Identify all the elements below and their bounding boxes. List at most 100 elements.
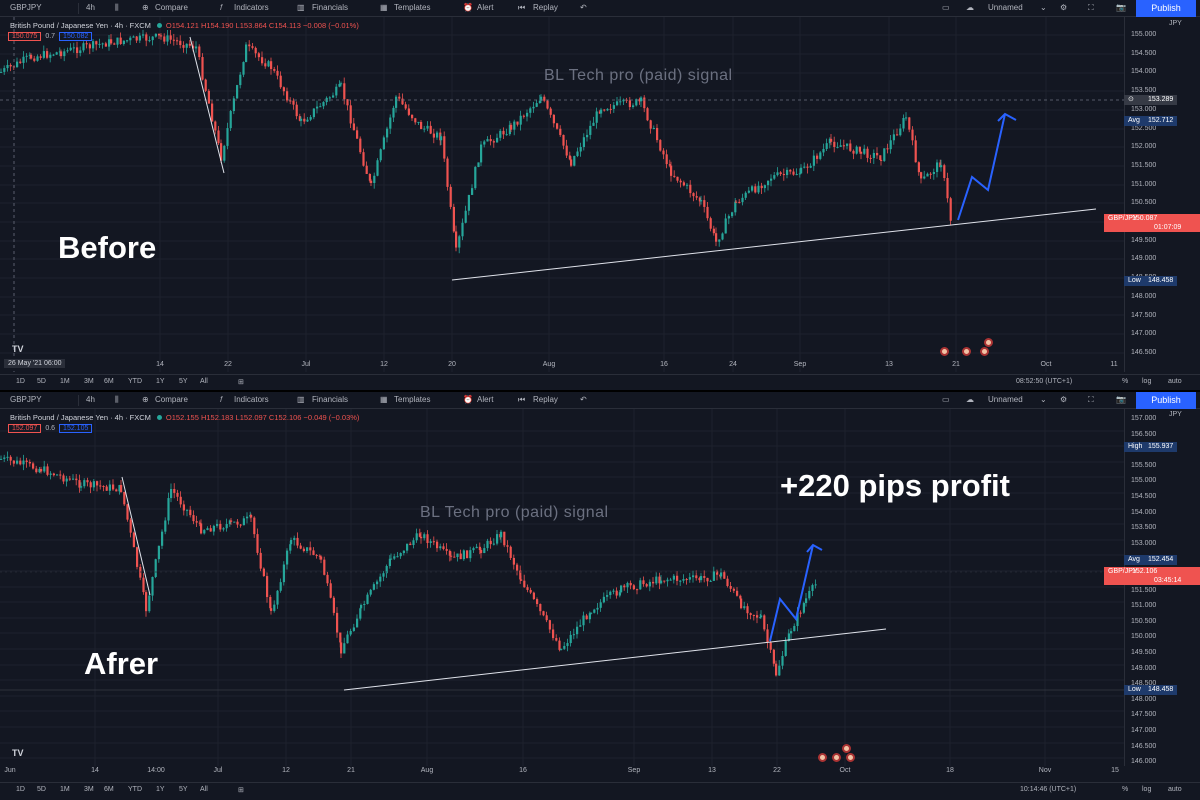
publish-button[interactable]: Publish (1136, 0, 1196, 17)
interval-button[interactable]: 4h (86, 3, 95, 12)
earnings-event-icon[interactable] (984, 338, 993, 347)
fullscreen-icon[interactable]: ▭ (942, 395, 950, 404)
candle-body (483, 141, 486, 145)
earnings-event-icon[interactable] (818, 753, 827, 762)
log-scale-toggle[interactable]: log (1142, 786, 1152, 793)
price-axis[interactable]: JPY 155.000 154.500 154.000 153.500 153.000 1… (1124, 17, 1200, 372)
candle-body (200, 523, 203, 534)
buy-button[interactable]: 150.082 (59, 32, 93, 41)
range-button-1d[interactable]: 1D (16, 786, 25, 793)
buy-button[interactable]: 152.105 (59, 424, 93, 433)
earnings-event-icon[interactable] (940, 347, 949, 356)
layout-menu-icon[interactable]: ⌄ (1040, 3, 1047, 12)
templates-button[interactable]: Templates (394, 395, 431, 404)
price-chart-after[interactable] (0, 409, 1124, 766)
range-button-6m[interactable]: 6M (104, 786, 114, 793)
publish-button[interactable]: Publish (1136, 392, 1196, 409)
clock[interactable]: 10:14:46 (UTC+1) (1020, 786, 1077, 793)
go-to-date-icon[interactable]: ⊞ (238, 379, 244, 386)
undo-icon[interactable]: ↶ (580, 3, 587, 12)
earnings-event-icon[interactable] (832, 753, 841, 762)
range-button-1y[interactable]: 1Y (156, 786, 165, 793)
settings-gear-icon[interactable]: ⚙ (1060, 395, 1068, 404)
layout-name[interactable]: Unnamed (988, 3, 1023, 12)
symbol-name[interactable]: British Pound / Japanese Yen · 4h · FXCM (10, 21, 151, 30)
alert-button[interactable]: Alert (477, 395, 494, 404)
time-tick: 20 (448, 361, 456, 368)
replay-button[interactable]: Replay (533, 3, 558, 12)
earnings-event-icon[interactable] (962, 347, 971, 356)
earnings-event-icon[interactable] (842, 744, 851, 753)
candle-body (766, 629, 769, 643)
range-button-all[interactable]: All (200, 786, 208, 793)
candle-body (35, 468, 38, 473)
candle-body (628, 100, 631, 108)
symbol-search[interactable]: GBPJPY (10, 3, 42, 12)
range-button-3m[interactable]: 3M (84, 786, 94, 793)
candle-body (505, 134, 508, 136)
fullscreen-icon[interactable]: ⛶ (1088, 395, 1094, 404)
settings-gear-icon[interactable]: ⚙ (1060, 3, 1068, 12)
candle-body (929, 173, 932, 175)
clock[interactable]: 08:52:50 (UTC+1) (1016, 378, 1073, 385)
cloud-icon[interactable]: ☁ (966, 3, 974, 12)
candle-body (724, 218, 727, 234)
indicators-button[interactable]: Indicators (234, 395, 269, 404)
candle-body (436, 541, 439, 549)
earnings-event-icon[interactable] (846, 753, 855, 762)
undo-icon[interactable]: ↶ (580, 395, 587, 404)
cloud-icon[interactable]: ☁ (966, 395, 974, 404)
time-tick: 14 (91, 767, 99, 774)
log-scale-toggle[interactable]: log (1142, 378, 1152, 385)
indicators-button[interactable]: Indicators (234, 3, 269, 12)
layout-name[interactable]: Unnamed (988, 395, 1023, 404)
fullscreen-icon[interactable]: ▭ (942, 3, 950, 12)
interval-button[interactable]: 4h (86, 395, 95, 404)
range-button-1d[interactable]: 1D (16, 378, 25, 385)
range-button-5d[interactable]: 5D (37, 378, 46, 385)
range-button-3m[interactable]: 3M (84, 378, 94, 385)
sell-button[interactable]: 152.097 (8, 424, 42, 433)
auto-scale-toggle[interactable]: auto (1168, 378, 1182, 385)
range-button-6m[interactable]: 6M (104, 378, 114, 385)
range-button-1m[interactable]: 1M (60, 378, 70, 385)
go-to-date-icon[interactable]: ⊞ (238, 787, 244, 794)
range-button-ytd[interactable]: YTD (128, 378, 142, 385)
fullscreen-icon[interactable]: ⛶ (1088, 3, 1094, 12)
range-button-1y[interactable]: 1Y (156, 378, 165, 385)
range-button-1m[interactable]: 1M (60, 786, 70, 793)
time-axis[interactable]: Jun 14 14:00 Jul 12 21 Aug 16 Sep 13 22 Oct 18 Nov 15 (0, 766, 1124, 778)
compare-button[interactable]: Compare (155, 395, 188, 404)
range-button-5y[interactable]: 5Y (179, 378, 188, 385)
earnings-event-icon[interactable] (980, 347, 989, 356)
symbol-name[interactable]: British Pound / Japanese Yen · 4h · FXCM (10, 413, 151, 422)
time-tick: Oct (839, 767, 851, 774)
price-tick: 146.000 (1131, 758, 1157, 766)
price-chart-before[interactable] (0, 17, 1124, 372)
range-button-ytd[interactable]: YTD (128, 786, 142, 793)
percent-scale-toggle[interactable]: % (1122, 786, 1129, 793)
compare-button[interactable]: Compare (155, 3, 188, 12)
price-tick: 150.500 (1131, 617, 1157, 625)
alert-button[interactable]: Alert (477, 3, 494, 12)
range-button-5y[interactable]: 5Y (179, 786, 188, 793)
layout-menu-icon[interactable]: ⌄ (1040, 395, 1047, 404)
templates-button[interactable]: Templates (394, 3, 431, 12)
percent-scale-toggle[interactable]: % (1122, 378, 1129, 385)
bar-style-icon[interactable]: ⫼ (115, 395, 119, 404)
bar-style-icon[interactable]: ⫼ (115, 3, 119, 12)
range-button-all[interactable]: All (200, 378, 208, 385)
camera-snapshot-icon[interactable]: 📷 (1116, 395, 1126, 404)
sell-button[interactable]: 150.075 (8, 32, 42, 41)
financials-button[interactable]: Financials (312, 395, 349, 404)
auto-scale-toggle[interactable]: auto (1168, 786, 1182, 793)
time-axis[interactable]: 14 22 Jul 12 20 Aug 16 24 Sep 13 21 Oct 11 (0, 360, 1124, 372)
candle-body (19, 61, 22, 63)
camera-snapshot-icon[interactable]: 📷 (1116, 3, 1126, 12)
range-button-5d[interactable]: 5D (37, 786, 46, 793)
symbol-search[interactable]: GBPJPY (10, 395, 42, 404)
price-axis[interactable]: JPY 157.000156.500156.000155.500155.0001… (1124, 409, 1200, 766)
candle-body (659, 140, 662, 151)
replay-button[interactable]: Replay (533, 395, 558, 404)
financials-button[interactable]: Financials (312, 3, 349, 12)
